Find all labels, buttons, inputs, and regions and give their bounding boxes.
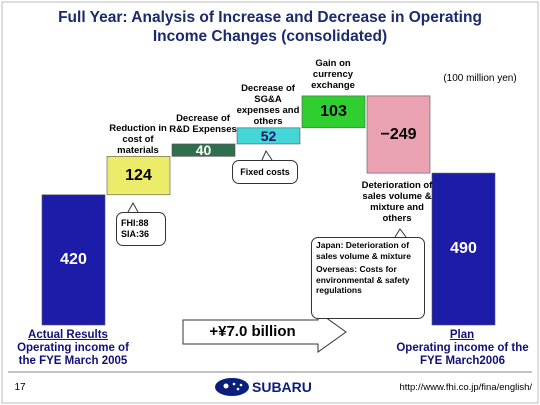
category-label: Decrease of R&D Expenses [169, 113, 237, 135]
unit-note: (100 million yen) [443, 73, 517, 84]
value-label: 490 [450, 240, 477, 258]
logo-star [239, 383, 243, 387]
title: Full Year: Analysis of Increase and Decr… [58, 9, 482, 45]
callout-tail [394, 228, 407, 238]
category-label: Deterioration of sales volume & mixture … [361, 180, 433, 224]
bar [171, 143, 236, 157]
bar [236, 127, 301, 145]
category-label: Reduction in cost of materials [109, 123, 167, 156]
bar [366, 95, 431, 174]
value-label: 124 [125, 166, 152, 184]
value-label: −249 [380, 125, 417, 143]
bar [301, 95, 366, 129]
callout-text: FHI:88 [121, 218, 149, 228]
callout: FHI:88 SIA:36 [116, 212, 166, 246]
logo-star [236, 387, 240, 391]
bar [431, 172, 496, 326]
logo-star [232, 382, 236, 386]
total-note: Operating income of the FYE March 2005 [17, 342, 129, 367]
page-number: 17 [14, 382, 26, 393]
logo-star [223, 383, 229, 389]
category-label: Gain on currency exchange [311, 58, 355, 91]
change-label: +¥7.0 billion [209, 323, 296, 340]
callout-tail [127, 201, 139, 213]
callout-text: Japan: Deterioration of sales volume & m… [316, 240, 411, 261]
category-label: Actual Results [28, 329, 108, 341]
bar [106, 156, 171, 196]
value-label: 52 [260, 127, 277, 144]
logo-mark [215, 378, 249, 396]
value-label: 420 [60, 250, 87, 268]
category-label: Plan [449, 329, 475, 341]
value-label: 103 [320, 102, 347, 120]
value-label: 40 [195, 142, 212, 159]
callout-text: SIA:36 [121, 228, 150, 239]
callout-tail [261, 149, 273, 161]
bar [41, 194, 106, 326]
total-note: Operating income of the FYE March2006 [396, 342, 529, 367]
logo-text: SUBARU [252, 379, 312, 395]
category-label: Decrease of SG&A expenses and others [236, 83, 300, 127]
callout: Fixed costs [232, 160, 298, 184]
url: http://www.fhi.co.jp/fina/english/ [399, 382, 532, 393]
callout-text: Overseas: Costs for environmental & safe… [316, 264, 410, 295]
callout: Japan: Deterioration of sales volume & m… [311, 237, 425, 319]
